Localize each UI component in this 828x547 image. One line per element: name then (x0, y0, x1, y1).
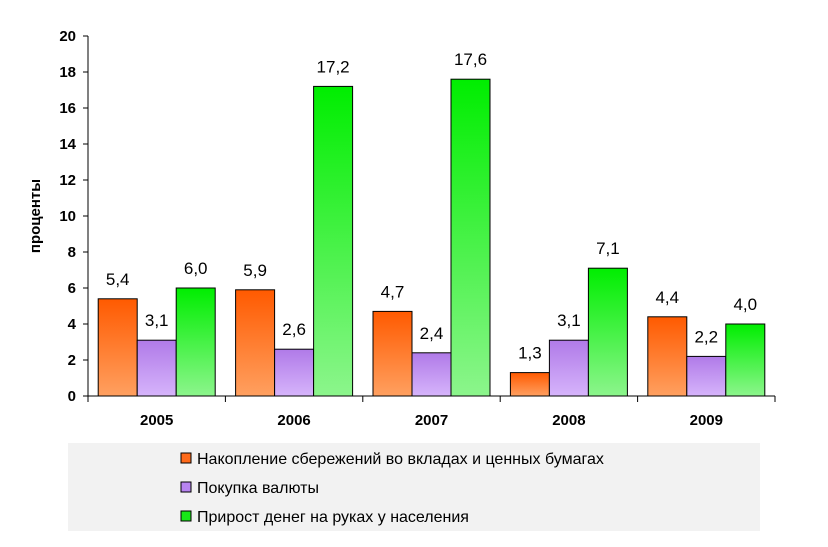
bar-2007-series-2 (411, 352, 452, 397)
data-label: 5,9 (243, 261, 267, 280)
data-label: 7,1 (596, 239, 620, 258)
data-label: 3,1 (557, 311, 581, 330)
bar-2006-series-1 (235, 289, 276, 397)
y-tick-label: 14 (59, 136, 76, 153)
legend-label-series-3: Прирост денег на руках у населения (197, 509, 469, 526)
bar-2006-series-2 (274, 348, 315, 397)
bar-2009-series-1 (647, 316, 688, 397)
data-label: 6,0 (184, 259, 208, 278)
y-axis-title: проценты (27, 179, 44, 253)
x-category-label: 2008 (552, 412, 585, 429)
legend-swatch-series-1 (180, 452, 192, 464)
x-category-label: 2005 (140, 412, 173, 429)
y-tick-label: 6 (68, 280, 76, 297)
bar-2006-series-3 (313, 85, 354, 397)
data-label: 3,1 (145, 311, 169, 330)
data-label: 2,2 (694, 327, 718, 346)
bar-2005-series-3 (175, 287, 216, 397)
bar-2008-series-2 (548, 339, 589, 397)
y-tick-label: 20 (59, 28, 76, 45)
y-tick-label: 10 (59, 208, 76, 225)
data-label: 4,7 (381, 282, 405, 301)
data-label: 2,4 (420, 324, 444, 343)
legend-swatch-series-2 (180, 481, 192, 493)
bar-2008-series-1 (509, 372, 550, 397)
y-tick-label: 12 (59, 172, 76, 189)
y-tick-label: 0 (68, 388, 76, 405)
x-category-label: 2007 (415, 412, 448, 429)
y-tick-label: 18 (59, 64, 76, 81)
legend-swatch-series-3 (180, 510, 192, 522)
y-tick-label: 2 (68, 352, 76, 369)
data-label: 4,0 (733, 295, 757, 314)
data-label: 2,6 (282, 320, 306, 339)
bar-2008-series-3 (587, 267, 628, 397)
legend-label-series-2: Покупка валюты (197, 480, 319, 497)
bar-2005-series-1 (97, 298, 138, 397)
data-label: 5,4 (106, 270, 130, 289)
data-label: 4,4 (655, 288, 679, 307)
x-category-label: 2006 (277, 412, 310, 429)
bar-2009-series-3 (725, 323, 766, 397)
y-tick-label: 8 (68, 244, 76, 261)
y-tick-label: 16 (59, 100, 76, 117)
data-label: 17,2 (317, 57, 350, 76)
x-category-label: 2009 (690, 412, 723, 429)
bar-2007-series-1 (372, 310, 413, 397)
data-label: 1,3 (518, 344, 542, 363)
legend-label-series-1: Накопление сбережений во вкладах и ценны… (197, 451, 604, 468)
bar-2009-series-2 (686, 355, 727, 397)
y-tick-label: 4 (68, 316, 77, 333)
bar-2007-series-3 (450, 78, 491, 397)
data-label: 17,6 (454, 50, 487, 69)
bar-2005-series-2 (136, 339, 177, 397)
